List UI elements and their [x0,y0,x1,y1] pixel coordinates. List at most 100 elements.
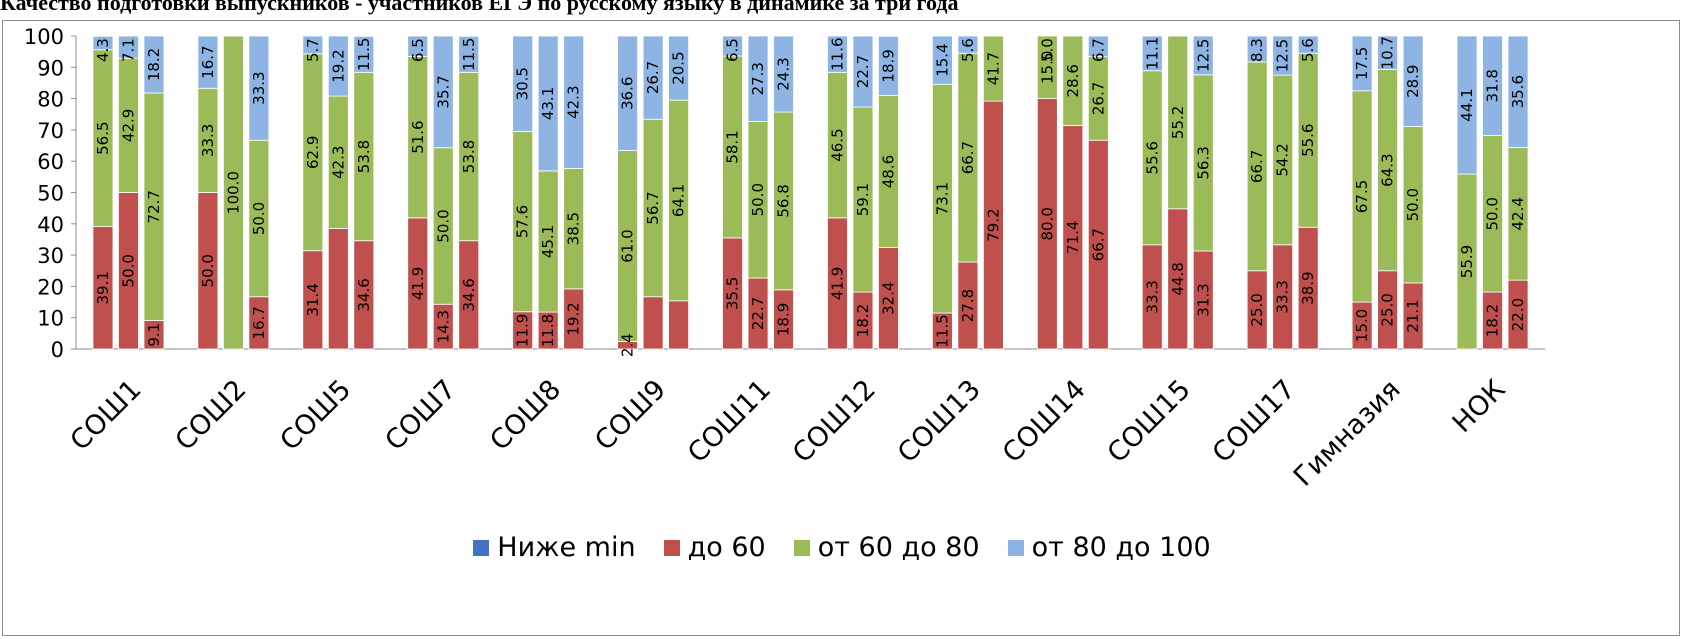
data-label: 8.3 [1248,38,1266,62]
data-label: 2.4 [619,333,637,357]
y-tick-label: 40 [37,213,64,237]
bar-segment [1192,35,1214,76]
data-label: 50.0 [1404,188,1422,221]
data-label: 11.8 [539,314,557,347]
data-label: 5.6 [959,38,977,62]
x-tick-label: СОШ15 [1102,374,1197,469]
bar-segment [1402,35,1424,127]
legend-label-below-min: Ниже min [497,532,636,563]
data-label: 30.5 [514,67,532,100]
data-label: 56.5 [94,121,112,154]
data-label: 67.5 [1353,180,1371,213]
data-label: 38.9 [1299,271,1317,304]
data-label: 36.6 [619,77,637,110]
data-label: 42.4 [1509,197,1527,230]
bar-segment [852,35,874,108]
chart-title: Качество подготовки выпускников - участн… [0,0,959,15]
data-label: 35.7 [434,75,452,108]
data-label: 55.6 [1143,141,1161,174]
x-tick-label: СОШ11 [682,374,777,469]
data-label: 31.8 [1484,69,1502,102]
data-label: 6.7 [1089,38,1107,62]
data-label: 71.4 [1064,221,1082,254]
data-label: 16.7 [250,306,268,339]
bar-segment [1272,35,1294,76]
data-label: 35.6 [1509,75,1527,108]
data-label: 80.0 [1038,207,1056,240]
data-label: 64.1 [670,184,688,217]
data-label: 62.9 [304,136,322,169]
data-label: 66.7 [1248,150,1266,183]
x-tick-label: СОШ1 [65,374,148,457]
data-label: 46.5 [828,128,846,161]
data-label: 57.6 [514,205,532,238]
bar-segment [982,35,1004,102]
bar-segment [747,35,769,122]
bar-segment [1036,35,1058,99]
data-label: 22.0 [1509,298,1527,331]
data-label: 28.9 [1404,65,1422,98]
data-label: 15.0 [1038,51,1056,84]
data-label: 11.5 [355,38,373,71]
data-label: 27.3 [749,62,767,95]
bar-segment [1141,35,1163,72]
data-label: 33.3 [199,124,217,157]
data-label: 58.1 [724,130,742,163]
bar-segment [432,35,454,149]
data-label: 54.2 [1274,143,1292,176]
data-label: 5.0 [1038,38,1056,62]
legend-swatch-below-min [473,539,490,556]
x-tick-label: СОШ2 [170,374,253,457]
bar-segment [642,296,664,350]
data-label: 42.3 [565,85,583,118]
bar-segment [458,35,480,73]
data-label: 14.3 [434,310,452,343]
data-label: 33.3 [250,71,268,104]
x-tick-label: СОШ7 [379,374,462,457]
data-label: 18.2 [1484,304,1502,337]
bar-segment [1351,35,1373,92]
data-label: 21.1 [1404,299,1422,332]
data-label: 11.6 [828,37,846,70]
x-tick-label: СОШ17 [1207,374,1302,469]
bar-segment [1246,35,1268,63]
data-label: 26.7 [1089,82,1107,115]
data-label: 11.9 [514,314,532,347]
legend-swatch-to-60 [663,539,680,556]
data-label: 18.2 [854,304,872,337]
data-label: 17.5 [1353,47,1371,80]
bar-segment [957,35,979,54]
bar-segment [668,35,690,101]
bar-segment [931,35,953,85]
bar-segment [642,35,664,120]
x-tick-label: Гимназия [1288,374,1407,493]
data-label: 18.2 [145,48,163,81]
bar-segment [248,35,270,141]
data-label: 43.1 [539,87,557,120]
bar-segment [327,228,349,350]
bar-segment [222,35,244,350]
bar-segment [92,35,114,51]
data-label: 32.4 [879,282,897,315]
x-tick-label: СОШ14 [997,374,1092,469]
data-label: 35.5 [724,277,742,310]
data-label: 27.8 [959,289,977,322]
y-tick-label: 100 [24,25,64,49]
data-label: 4.3 [94,38,112,62]
y-tick-label: 60 [37,150,64,174]
bar-segment [563,35,585,169]
bar-segment [512,35,534,132]
data-label: 31.4 [304,283,322,316]
data-label: 12.5 [1194,39,1212,72]
data-label: 5.7 [304,38,322,62]
data-label: 48.6 [879,155,897,188]
data-label: 34.6 [355,278,373,311]
data-label: 41.9 [409,267,427,300]
bar-segment [353,35,375,73]
data-label: 44.8 [1169,262,1187,295]
bar-segment [668,300,690,350]
legend-swatch-80-100 [1007,539,1024,556]
data-label: 56.7 [644,191,662,224]
data-label: 22.7 [854,55,872,88]
data-label: 59.1 [854,183,872,216]
